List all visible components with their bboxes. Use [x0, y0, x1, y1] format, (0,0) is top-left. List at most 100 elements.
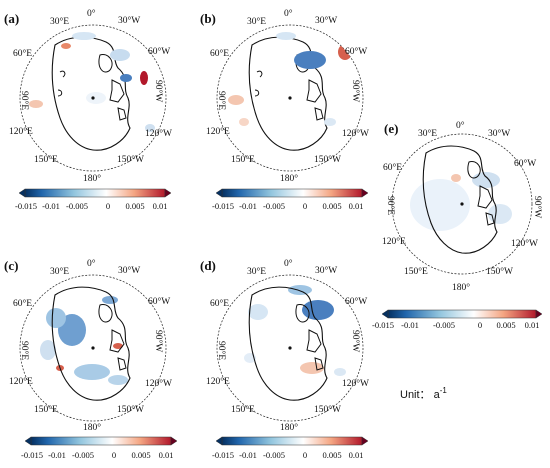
lon-0-label: 0° — [284, 258, 293, 269]
lon-60w-label: 60°W — [345, 46, 367, 57]
lon-120e-label: 120°E — [9, 376, 33, 387]
lon-120w-label: 120°W — [342, 128, 369, 139]
unit-text: Unit： a — [400, 389, 441, 401]
lon-30w-label: 30°W — [315, 265, 337, 276]
anomaly-patch — [74, 364, 110, 380]
greenland-outline — [467, 160, 481, 179]
anomaly-patch — [102, 296, 118, 304]
archipelago-outline — [306, 79, 324, 121]
map-field — [29, 32, 155, 151]
colorbar-tick: -0.01 — [401, 320, 419, 330]
lon-90e-label: 90°E — [216, 341, 227, 360]
anomaly-patch — [140, 71, 148, 85]
unit-exponent: -1 — [440, 386, 448, 395]
colorbar-tick: -0.005 — [433, 320, 455, 330]
colorbar-tick: 0.005 — [322, 201, 341, 211]
lon-60e-label: 60°E — [383, 162, 402, 173]
colorbar-tick: -0.005 — [263, 450, 285, 460]
anomaly-patch — [228, 95, 244, 105]
lon-180-label: 180° — [83, 422, 101, 433]
lon-120e-label: 120°E — [206, 376, 230, 387]
lon-30w-label: 30°W — [488, 128, 510, 139]
anomaly-patch — [334, 368, 346, 376]
panel-b: (b) 0° 30°W 30°E 60°E 60°W 90°E 90°W 120… — [200, 8, 369, 211]
anomaly-patch — [46, 308, 66, 328]
north-pole-marker — [288, 346, 292, 350]
map-field — [40, 286, 131, 401]
anomaly-patch — [248, 304, 268, 320]
north-pole-marker — [91, 346, 95, 350]
lon-90w-label: 90°W — [350, 330, 361, 352]
lon-120e-label: 120°E — [382, 236, 406, 247]
anomaly-patch — [302, 300, 334, 320]
lon-90e-label: 90°E — [216, 91, 227, 110]
anomaly-patch — [110, 49, 130, 61]
lon-0-label: 0° — [284, 8, 293, 19]
anomaly-patch — [72, 32, 96, 40]
colorbar-tick: -0.015 — [372, 320, 394, 330]
lon-90w-label: 90°W — [153, 330, 164, 352]
colorbar: -0.015 -0.01 -0.005 0 0.005 0.01 — [212, 188, 369, 211]
lon-90w-label: 90°W — [532, 196, 543, 218]
colorbar-tick: -0.015 — [21, 450, 43, 460]
anomaly-patch — [86, 92, 106, 104]
archipelago-outline — [109, 329, 127, 371]
anomaly-patch — [29, 100, 43, 108]
colorbar-tick: -0.015 — [212, 201, 234, 211]
island-outline — [57, 70, 66, 97]
anomaly-patch — [276, 32, 296, 40]
lon-90e-label: 90°E — [19, 341, 30, 360]
svg-text:Unit： a-1: Unit： a-1 — [400, 386, 447, 401]
colorbar: -0.015 -0.01 -0.005 0 0.005 0.01 — [21, 436, 178, 460]
lon-60w-label: 60°W — [514, 158, 536, 169]
anomaly-patch — [294, 51, 326, 69]
colorbar-tick: 0.01 — [153, 201, 168, 211]
coastline — [422, 145, 498, 254]
map-field — [410, 145, 512, 254]
coastline — [51, 36, 131, 151]
panel-letter: (d) — [200, 258, 216, 273]
greenland-outline — [295, 303, 310, 323]
colorbar-tick: -0.01 — [239, 450, 257, 460]
colorbar-tick: 0.005 — [125, 201, 144, 211]
lon-30e-label: 30°E — [247, 16, 266, 27]
colorbar-tick: 0.005 — [496, 320, 515, 330]
lon-90w-label: 90°W — [153, 80, 164, 102]
lon-120w-label: 120°W — [511, 238, 538, 249]
colorbar-tick: -0.005 — [263, 201, 285, 211]
lon-120e-label: 120°E — [9, 126, 33, 137]
lon-0-label: 0° — [87, 258, 96, 269]
panel-letter: (a) — [4, 11, 19, 26]
map-field — [244, 285, 346, 401]
colorbar-tick: -0.015 — [15, 201, 37, 211]
lon-150w-label: 150°W — [314, 154, 341, 165]
lon-90e-label: 90°E — [19, 91, 30, 110]
greenland-outline — [98, 303, 113, 323]
anomaly-patch — [300, 362, 324, 374]
anomaly-patch — [113, 343, 123, 349]
colorbar-tick: -0.01 — [42, 201, 60, 211]
lon-180-label: 180° — [280, 422, 298, 433]
island-outline — [254, 70, 263, 97]
lon-150w-label: 150°W — [486, 266, 513, 277]
north-pole-marker — [288, 96, 292, 100]
lon-180-label: 180° — [280, 173, 298, 184]
panel-letter: (e) — [384, 121, 398, 136]
lon-150w-label: 150°W — [117, 404, 144, 415]
lon-90e-label: 90°E — [385, 196, 396, 215]
colorbar-tick: 0 — [303, 201, 307, 211]
lon-90w-label: 90°W — [350, 80, 361, 102]
colorbar-tick: 0.01 — [159, 450, 174, 460]
panel-letter: (c) — [4, 258, 18, 273]
colorbar-tick: 0.005 — [131, 450, 150, 460]
archipelago-outline — [306, 329, 324, 371]
colorbar-tick: 0.005 — [322, 450, 341, 460]
colorbar-tick: -0.005 — [72, 450, 94, 460]
panel-letter: (b) — [200, 11, 216, 26]
colorbar-tick: 0 — [478, 320, 482, 330]
lon-60w-label: 60°W — [148, 296, 170, 307]
lon-60w-label: 60°W — [345, 296, 367, 307]
north-pole-marker — [91, 96, 95, 100]
lon-150w-label: 150°W — [117, 154, 144, 165]
